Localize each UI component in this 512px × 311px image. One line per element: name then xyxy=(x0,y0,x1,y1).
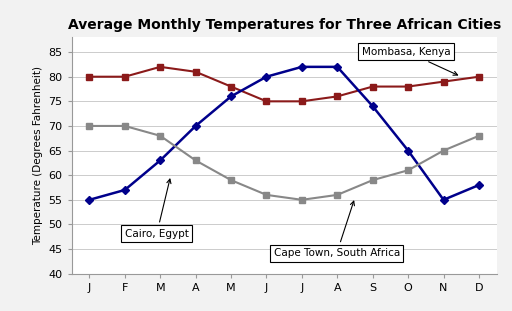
Text: Cape Town, South Africa: Cape Town, South Africa xyxy=(273,201,400,258)
Title: Average Monthly Temperatures for Three African Cities: Average Monthly Temperatures for Three A… xyxy=(68,18,501,32)
Y-axis label: Temperature (Degrees Fahrenheit): Temperature (Degrees Fahrenheit) xyxy=(33,66,43,245)
Text: Cairo, Egypt: Cairo, Egypt xyxy=(125,179,189,239)
Text: Mombasa, Kenya: Mombasa, Kenya xyxy=(362,47,458,75)
